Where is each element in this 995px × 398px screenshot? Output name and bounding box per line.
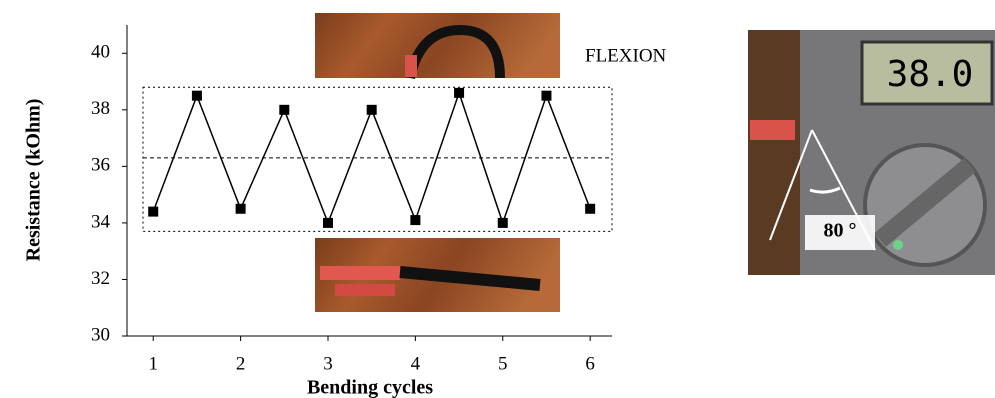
y-tick-label: 36 xyxy=(91,155,110,176)
marker xyxy=(585,204,595,214)
angle-label: 80 ° xyxy=(824,220,857,242)
photo-flexion xyxy=(315,13,560,78)
y-tick-label: 30 xyxy=(91,324,110,345)
marker xyxy=(279,105,289,115)
x-tick-label: 2 xyxy=(236,353,246,374)
x-tick-label: 5 xyxy=(498,353,508,374)
x-tick-label: 1 xyxy=(148,353,158,374)
marker xyxy=(367,105,377,115)
meter-reading: 38.0 xyxy=(887,54,974,95)
y-tick-label: 32 xyxy=(91,268,110,289)
marker xyxy=(236,204,246,214)
marker xyxy=(541,91,551,101)
x-tick-label: 3 xyxy=(323,353,333,374)
marker xyxy=(410,215,420,225)
marker xyxy=(192,91,202,101)
marker xyxy=(323,218,333,228)
x-axis-title: Bending cycles xyxy=(307,377,433,398)
photo-multimeter: 38.0 80 ° xyxy=(748,30,995,275)
y-tick-label: 34 xyxy=(91,211,111,232)
x-tick-label: 6 xyxy=(585,353,595,374)
x-tick-label: 4 xyxy=(411,353,421,374)
photo-straight xyxy=(315,238,560,312)
chart: 38.0 80 ° FLEXION Resistance (kOhm) Bend… xyxy=(0,0,995,398)
y-axis-title: Resistance (kOhm) xyxy=(23,99,45,262)
annotation: FLEXION xyxy=(585,45,667,66)
marker xyxy=(498,218,508,228)
marker xyxy=(454,88,464,98)
marker xyxy=(148,207,158,217)
y-tick-label: 38 xyxy=(91,98,110,119)
y-tick-label: 40 xyxy=(91,42,110,63)
